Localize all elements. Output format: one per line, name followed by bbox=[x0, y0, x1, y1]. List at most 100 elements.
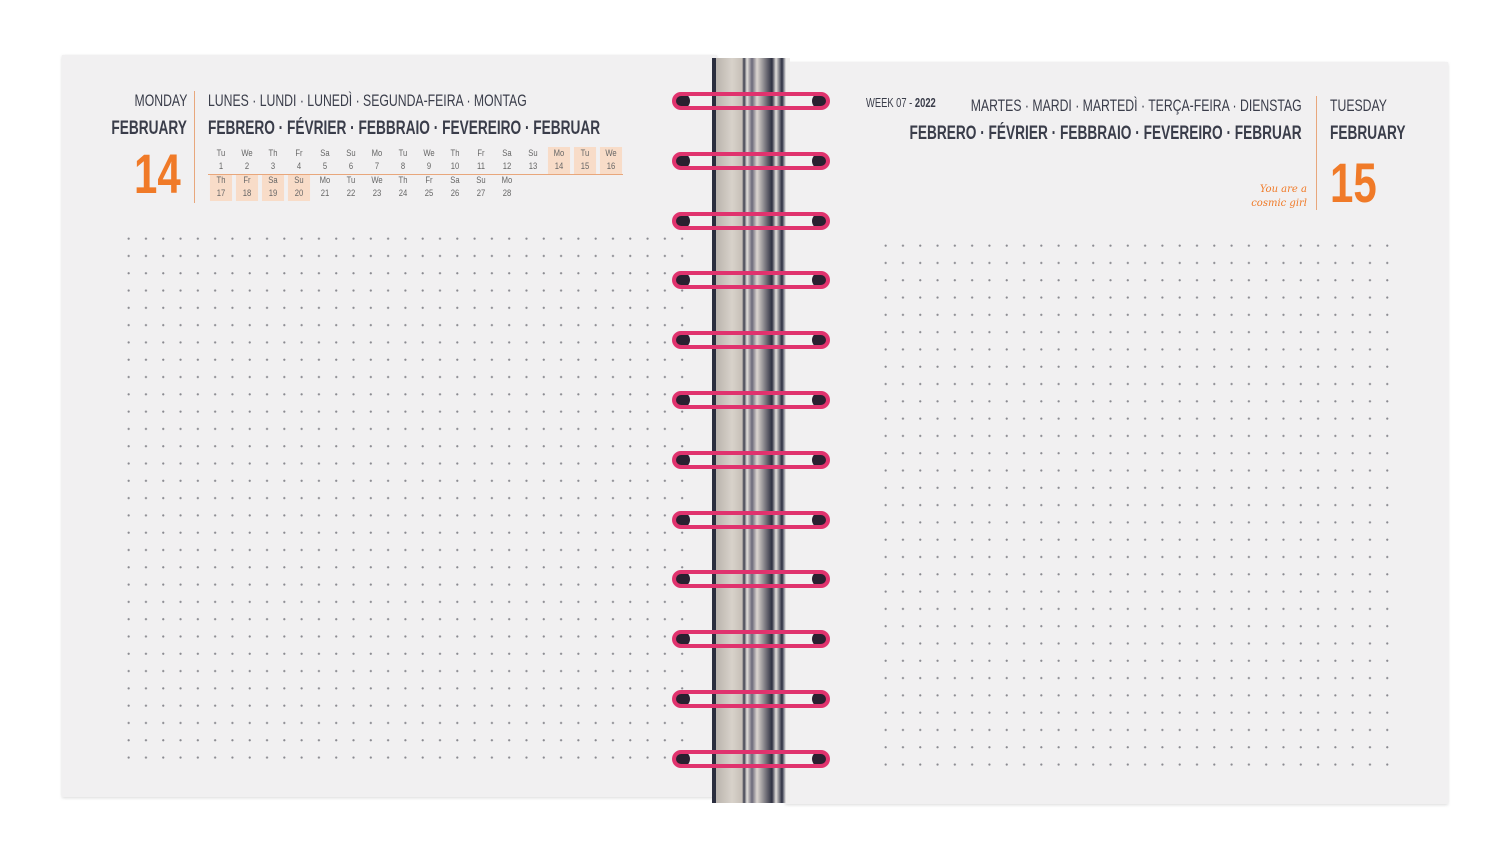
page-edges-spine bbox=[712, 58, 790, 803]
calendar-day: Fr 18 bbox=[235, 174, 259, 201]
date-number: 5 bbox=[322, 161, 328, 171]
calendar-day: Su 27 bbox=[470, 174, 492, 201]
weekday-abbr: Sa bbox=[502, 148, 512, 158]
spiral-ring bbox=[672, 447, 830, 473]
spiral-ring bbox=[672, 148, 830, 174]
calendar-day: Mo 7 bbox=[366, 147, 388, 174]
dot-grid bbox=[120, 230, 685, 760]
calendar-day: Mo 21 bbox=[314, 174, 336, 201]
weekday-abbr: We bbox=[241, 148, 253, 158]
date-number: 18 bbox=[242, 188, 252, 198]
ring-wire bbox=[672, 92, 830, 110]
date-number: 19 bbox=[268, 188, 278, 198]
weekday-abbr: Mo bbox=[319, 175, 331, 185]
calendar-day: Su 6 bbox=[340, 147, 362, 174]
weekday-abbr: Mo bbox=[371, 148, 383, 158]
spiral-ring bbox=[672, 88, 830, 114]
ring-wire bbox=[672, 510, 830, 529]
day-number: 15 bbox=[1330, 151, 1377, 214]
calendar-day: We 16 bbox=[599, 147, 623, 174]
quote: You are a cosmic girl bbox=[1225, 183, 1307, 211]
weekday-abbr: Tu bbox=[216, 148, 226, 158]
spiral-ring bbox=[672, 686, 830, 712]
weekday-abbr: Th bbox=[268, 148, 278, 158]
spiral-ring bbox=[672, 208, 830, 234]
month-name: FEBRUARY bbox=[1330, 123, 1406, 144]
date-number: 20 bbox=[294, 188, 304, 198]
ring-wire bbox=[672, 391, 830, 409]
date-number: 26 bbox=[450, 188, 460, 198]
quote-line: You are a bbox=[1259, 184, 1307, 195]
calendar-day: We 2 bbox=[236, 147, 258, 174]
date-number: 1 bbox=[218, 161, 224, 171]
spiral-ring bbox=[672, 566, 830, 592]
spiral-ring bbox=[672, 267, 830, 293]
weekday-abbr: Sa bbox=[320, 148, 330, 158]
weekday-abbr: Fr bbox=[295, 148, 303, 158]
ring-wire bbox=[672, 271, 830, 290]
calendar-row: Th 17 Fr 18 Sa 19 Su 20 Mo 21 Tu 22 We 23 Th 24 Fr 25 Sa 26… bbox=[208, 174, 623, 201]
date-number: 15 bbox=[580, 161, 590, 171]
weekday-abbr: Mo bbox=[501, 175, 513, 185]
dot-grid bbox=[877, 237, 1392, 767]
day-number: 14 bbox=[134, 142, 181, 205]
spiral-ring bbox=[672, 746, 830, 772]
weekday-abbr: Tu bbox=[580, 148, 590, 158]
calendar-day: Tu 8 bbox=[392, 147, 414, 174]
calendar-day: Th 10 bbox=[444, 147, 466, 174]
date-number: 10 bbox=[450, 161, 460, 171]
weekday-abbr: Sa bbox=[268, 175, 278, 185]
date-number: 2 bbox=[244, 161, 250, 171]
weekday-abbr: Su bbox=[294, 175, 304, 185]
date-number: 16 bbox=[606, 161, 616, 171]
day-name: MONDAY bbox=[134, 91, 187, 110]
date-number: 7 bbox=[374, 161, 380, 171]
divider bbox=[1316, 96, 1317, 210]
weekday-abbr: Fr bbox=[477, 148, 485, 158]
left-planner-page: MONDAY FEBRUARY 14 LUNES · LUNDI · LUNED… bbox=[62, 55, 717, 797]
weekday-abbr: Fr bbox=[425, 175, 433, 185]
calendar-day: Fr 11 bbox=[470, 147, 492, 174]
weekday-abbr: We bbox=[423, 148, 435, 158]
date-number: 9 bbox=[426, 161, 432, 171]
date-number: 21 bbox=[320, 188, 330, 198]
week-label: WEEK 07 - 2022 bbox=[866, 95, 936, 110]
divider bbox=[194, 91, 195, 203]
spiral-ring bbox=[672, 507, 830, 533]
weekday-abbr: Th bbox=[398, 175, 408, 185]
calendar-day: Th 3 bbox=[262, 147, 284, 174]
weekday-abbr: Su bbox=[476, 175, 486, 185]
weekday-abbr: Th bbox=[450, 148, 460, 158]
weekday-abbr: Mo bbox=[553, 148, 565, 158]
calendar-day: We 23 bbox=[366, 174, 388, 201]
spiral-ring bbox=[672, 626, 830, 652]
date-number: 13 bbox=[528, 161, 538, 171]
day-translations: MARTES · MARDI · MARTEDÌ · TERÇA-FEIRA ·… bbox=[971, 96, 1302, 115]
ring-wire bbox=[672, 570, 830, 589]
weekday-abbr: Su bbox=[528, 148, 538, 158]
month-name: FEBRUARY bbox=[111, 118, 187, 139]
right-planner-page: WEEK 07 - 2022 MARTES · MARDI · MARTEDÌ … bbox=[785, 62, 1448, 804]
weekday-abbr: Fr bbox=[243, 175, 251, 185]
calendar-day: Fr 25 bbox=[418, 174, 440, 201]
month-translations: FEBRERO · FÉVRIER · FEBBRAIO · FEVEREIRO… bbox=[208, 118, 601, 139]
day-translations: LUNES · LUNDI · LUNEDÌ · SEGUNDA-FEIRA ·… bbox=[208, 91, 527, 110]
calendar-day: Sa 12 bbox=[496, 147, 518, 174]
calendar-day: Tu 22 bbox=[340, 174, 362, 201]
date-number: 8 bbox=[400, 161, 406, 171]
date-number: 22 bbox=[346, 188, 356, 198]
weekday-abbr: Sa bbox=[450, 175, 460, 185]
ring-wire bbox=[672, 630, 830, 649]
date-number: 23 bbox=[372, 188, 382, 198]
weekday-abbr: We bbox=[371, 175, 383, 185]
ring-wire bbox=[672, 749, 830, 768]
date-number: 24 bbox=[398, 188, 408, 198]
calendar-day: Mo 14 bbox=[547, 147, 571, 174]
ring-wire bbox=[672, 331, 830, 350]
calendar-day: Sa 26 bbox=[444, 174, 466, 201]
calendar-day: Th 24 bbox=[392, 174, 414, 201]
date-number: 11 bbox=[477, 161, 485, 171]
ring-wire bbox=[672, 450, 830, 469]
mini-calendar: Tu 1 We 2 Th 3 Fr 4 Sa 5 Su 6 Mo 7 Tu 8 We 9 Th 10 Fr 11 Sa 12 S… bbox=[208, 147, 623, 201]
calendar-day: Tu 15 bbox=[573, 147, 597, 174]
